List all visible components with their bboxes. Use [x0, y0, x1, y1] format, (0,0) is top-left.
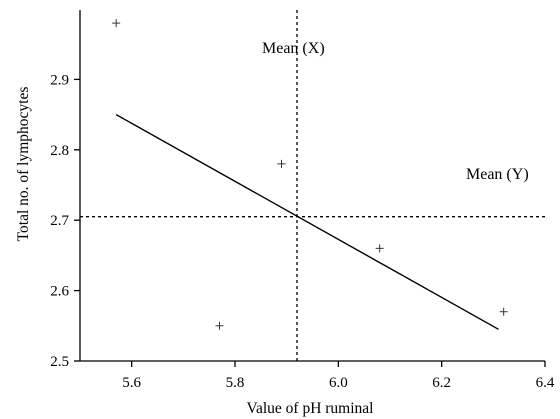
data-points [112, 19, 508, 330]
x-tick-label: 5.8 [226, 375, 245, 391]
data-point [277, 159, 286, 168]
x-axis-label: Value of pH ruminal [247, 400, 374, 417]
x-tick-label: 6.2 [432, 375, 451, 391]
mean-x-label: Mean (X) [262, 40, 325, 57]
data-point [215, 321, 224, 330]
x-tick-label: 6.4 [536, 375, 555, 391]
y-axis-label: Total no. of lymphocytes [15, 87, 32, 242]
y-ticks: 2.5 2.6 2.7 2.8 2.9 [50, 72, 80, 370]
y-tick-label: 2.6 [50, 284, 69, 300]
y-tick-label: 2.9 [50, 72, 69, 88]
y-tick-label: 2.7 [50, 213, 69, 229]
plot-area: 5.6 5.8 6.0 6.2 6.4 2.5 2.6 2.7 2.8 2.9 [50, 10, 555, 391]
y-tick-label: 2.5 [50, 354, 69, 370]
regression-line [115, 113, 499, 330]
data-point [499, 307, 508, 316]
y-tick-label: 2.8 [50, 143, 69, 159]
data-point [112, 19, 121, 28]
x-tick-label: 5.6 [122, 375, 141, 391]
data-point [375, 244, 384, 253]
x-ticks: 5.6 5.8 6.0 6.2 6.4 [122, 361, 555, 391]
mean-y-label: Mean (Y) [466, 166, 529, 183]
x-tick-label: 6.0 [329, 375, 348, 391]
